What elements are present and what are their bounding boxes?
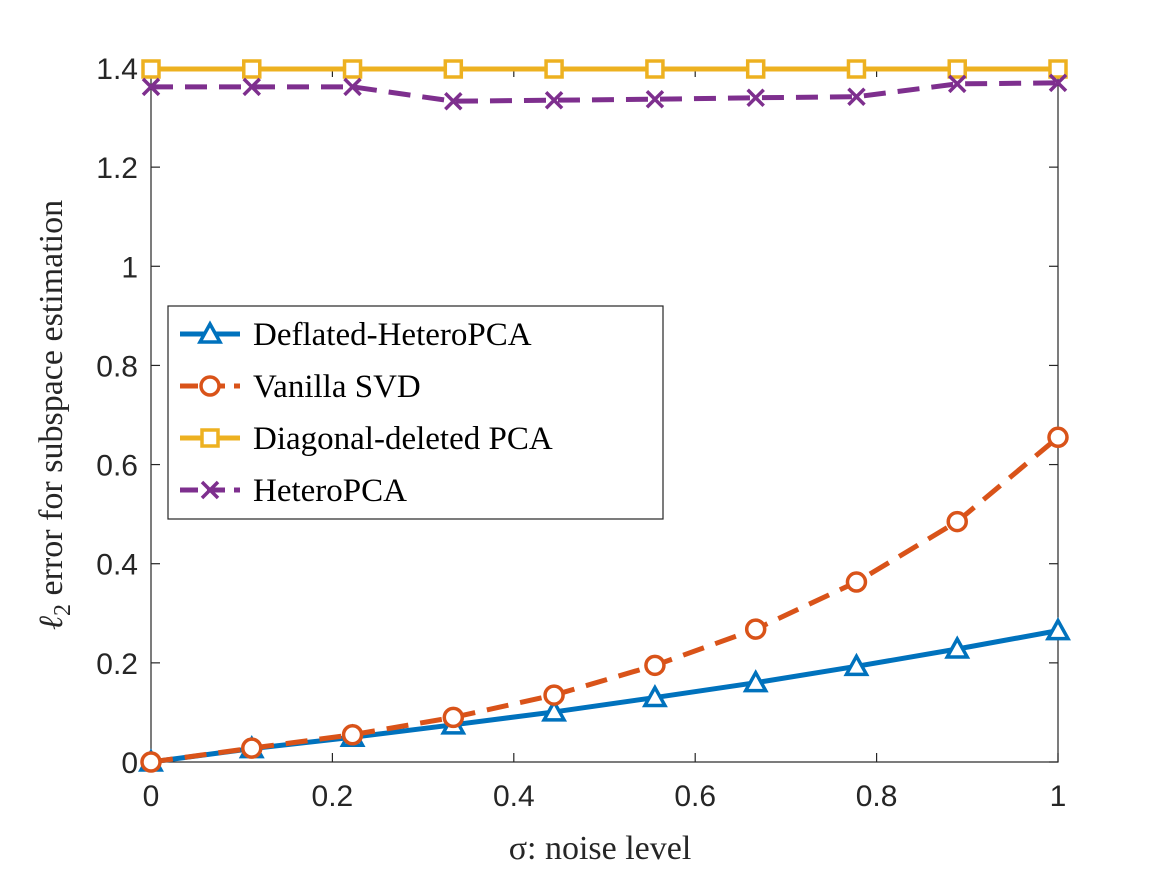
data-point-deflated-heteropca bbox=[641, 683, 668, 708]
data-point-diagonal-deleted-pca bbox=[947, 59, 967, 79]
data-point-vanilla-svd bbox=[543, 684, 565, 706]
data-point-heteropca bbox=[444, 91, 463, 111]
series-line-heteropca bbox=[151, 80, 1059, 104]
series-line-vanilla-svd bbox=[150, 435, 1060, 765]
data-point-heteropca bbox=[141, 77, 161, 97]
legend-label-vanilla-svd: Vanilla SVD bbox=[253, 369, 421, 405]
y-tick-label: 0.4 bbox=[96, 549, 138, 582]
x-tick-label: 0.4 bbox=[493, 780, 535, 813]
legend-marker-diagonal-deleted-pca bbox=[200, 428, 220, 448]
legend-marker-deflated-heteropca bbox=[197, 320, 223, 344]
x-tick-label: 0.8 bbox=[856, 780, 898, 813]
data-point-heteropca bbox=[947, 74, 967, 94]
legend: Deflated-HeteroPCA Vanilla SVD Diagonal-de… bbox=[167, 305, 664, 520]
y-axis-title-text: error for subspace estimation bbox=[33, 200, 70, 604]
y-tick-label: 1 bbox=[121, 251, 138, 284]
y-axis-title: ℓ2 error for subspace estimation bbox=[33, 200, 76, 630]
data-point-vanilla-svd bbox=[241, 737, 263, 759]
data-point-diagonal-deleted-pca bbox=[1048, 59, 1068, 79]
data-point-vanilla-svd bbox=[1047, 426, 1069, 449]
data-point-vanilla-svd bbox=[140, 751, 162, 773]
data-point-diagonal-deleted-pca bbox=[544, 59, 564, 79]
data-point-diagonal-deleted-pca bbox=[443, 59, 464, 79]
data-point-diagonal-deleted-pca bbox=[645, 59, 665, 79]
data-point-vanilla-svd bbox=[442, 706, 465, 729]
data-point-deflated-heteropca bbox=[1045, 617, 1071, 641]
y-axis-title-subscript: 2 bbox=[50, 604, 76, 616]
data-point-diagonal-deleted-pca bbox=[846, 59, 867, 79]
data-point-heteropca bbox=[343, 77, 362, 97]
legend-box bbox=[167, 305, 664, 520]
data-point-heteropca bbox=[847, 87, 866, 106]
data-point-deflated-heteropca bbox=[944, 635, 971, 659]
y-tick-label: 0.6 bbox=[96, 450, 138, 483]
data-point-heteropca bbox=[1048, 73, 1068, 93]
data-point-diagonal-deleted-pca bbox=[342, 59, 363, 79]
data-point-diagonal-deleted-pca bbox=[745, 59, 766, 79]
x-tick-label: 0 bbox=[143, 780, 160, 813]
data-point-heteropca bbox=[746, 88, 765, 107]
data-point-deflated-heteropca bbox=[742, 669, 769, 693]
x-tick-label: 0.6 bbox=[674, 780, 716, 813]
legend-marker-vanilla-svd bbox=[199, 375, 221, 397]
data-point-heteropca bbox=[645, 89, 665, 109]
y-tick-label: 0.8 bbox=[96, 350, 138, 383]
data-point-vanilla-svd bbox=[845, 571, 868, 593]
legend-label-heteropca: HeteroPCA bbox=[253, 473, 407, 509]
data-point-heteropca bbox=[242, 77, 262, 97]
data-point-heteropca bbox=[544, 90, 564, 110]
legend-label-deflated-heteropca: Deflated-HeteroPCA bbox=[253, 317, 532, 353]
x-axis-title: σ: noise level bbox=[509, 830, 692, 867]
data-point-vanilla-svd bbox=[744, 618, 767, 640]
data-point-deflated-heteropca bbox=[541, 698, 568, 722]
x-tick-label: 0.2 bbox=[312, 780, 354, 813]
data-point-vanilla-svd bbox=[644, 654, 666, 677]
series-vanilla-svd bbox=[140, 426, 1069, 773]
x-tick-label: 1 bbox=[1050, 780, 1067, 813]
data-point-diagonal-deleted-pca bbox=[242, 59, 262, 79]
legend-label-diagonal-deleted-pca: Diagonal-deleted PCA bbox=[253, 421, 553, 457]
y-tick-label: 0 bbox=[121, 747, 138, 780]
y-tick-label: 0.2 bbox=[96, 648, 138, 681]
y-tick-label: 1.2 bbox=[96, 152, 138, 185]
data-point-vanilla-svd bbox=[341, 723, 364, 746]
axis-labels: σ: noise level ℓ2 error for subspace est… bbox=[33, 200, 691, 867]
y-tick-label: 1.4 bbox=[96, 53, 138, 86]
series-diagonal-deleted-pca bbox=[141, 59, 1068, 79]
series-layer bbox=[138, 59, 1071, 773]
y-axis-title-symbol: ℓ bbox=[33, 616, 70, 630]
legend-marker-heteropca bbox=[200, 480, 220, 500]
data-point-deflated-heteropca bbox=[843, 652, 870, 677]
data-point-vanilla-svd bbox=[946, 510, 968, 533]
series-heteropca bbox=[141, 73, 1068, 111]
data-point-diagonal-deleted-pca bbox=[141, 59, 161, 79]
